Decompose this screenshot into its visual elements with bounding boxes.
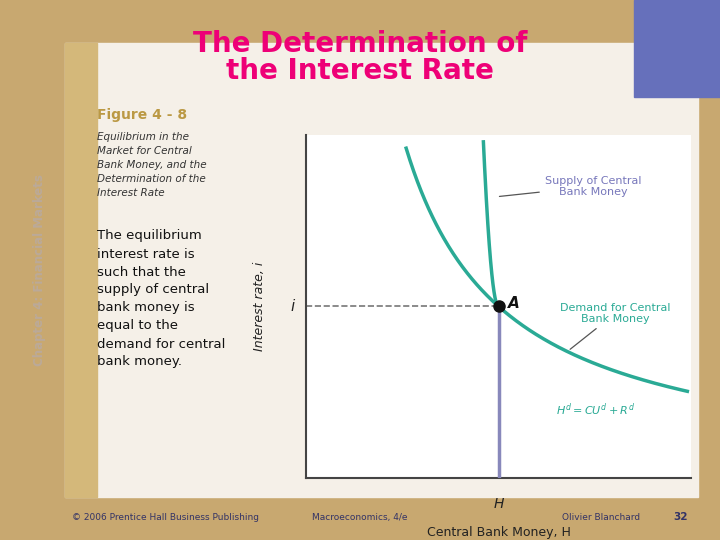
Text: Macroeconomics, 4/e: Macroeconomics, 4/e xyxy=(312,513,408,522)
Text: i: i xyxy=(290,299,294,314)
Text: The Determination of: The Determination of xyxy=(193,30,527,58)
Text: Interest rate, i: Interest rate, i xyxy=(253,262,266,351)
Text: The equilibrium
interest rate is
such that the
supply of central
bank money is
e: The equilibrium interest rate is such th… xyxy=(97,230,225,368)
Bar xyxy=(65,43,698,497)
Text: © 2006 Prentice Hall Business Publishing: © 2006 Prentice Hall Business Publishing xyxy=(72,513,259,522)
Text: the Interest Rate: the Interest Rate xyxy=(226,57,494,85)
Text: 32: 32 xyxy=(673,512,688,522)
Text: Equilibrium in the
Market for Central
Bank Money, and the
Determination of the
I: Equilibrium in the Market for Central Ba… xyxy=(97,132,207,198)
Text: H: H xyxy=(493,497,504,511)
Bar xyxy=(65,43,97,497)
Text: Central Bank Money, H: Central Bank Money, H xyxy=(427,526,570,539)
Text: Olivier Blanchard: Olivier Blanchard xyxy=(562,513,640,522)
Text: Supply of Central
Bank Money: Supply of Central Bank Money xyxy=(500,176,642,197)
Text: Demand for Central
Bank Money: Demand for Central Bank Money xyxy=(560,302,671,349)
Text: A: A xyxy=(508,295,520,310)
Bar xyxy=(634,0,720,97)
Text: $H^d = CU^d + R^d$: $H^d = CU^d + R^d$ xyxy=(557,401,636,417)
Text: Figure 4 - 8: Figure 4 - 8 xyxy=(97,108,187,122)
Text: Chapter 4: Financial Markets: Chapter 4: Financial Markets xyxy=(33,174,46,366)
